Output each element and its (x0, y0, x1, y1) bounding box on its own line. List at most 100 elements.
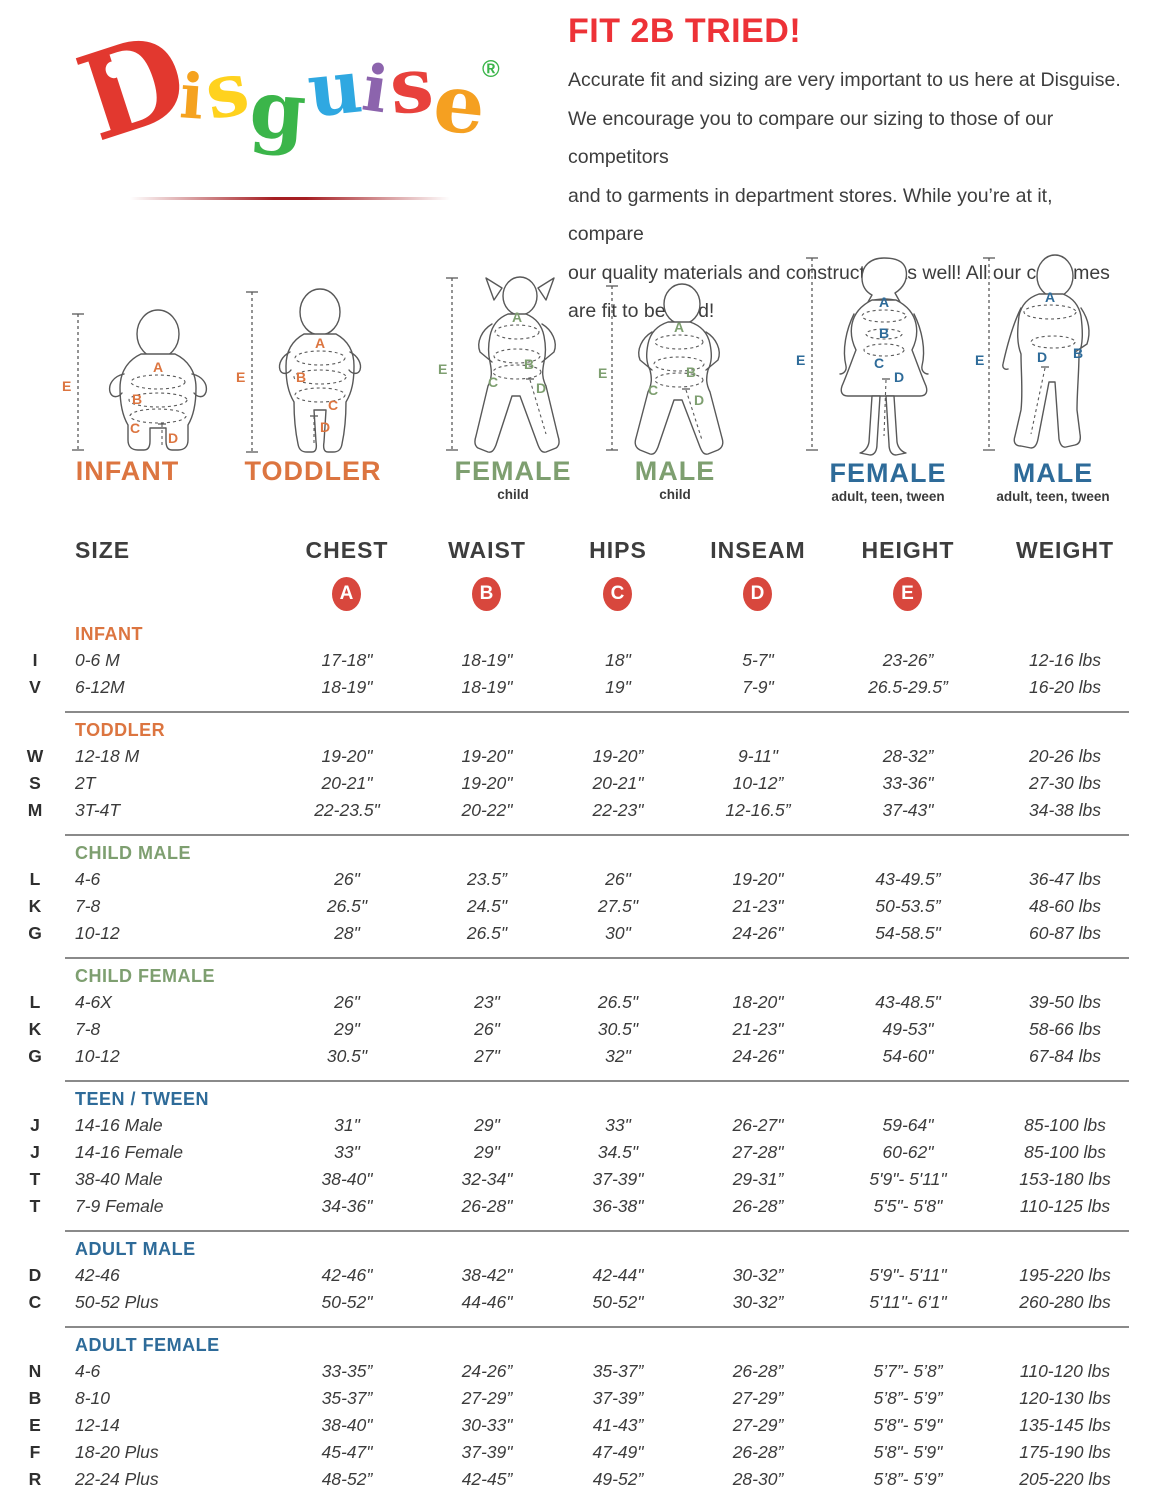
cell-height: 54-60" (882, 1046, 934, 1066)
svg-text:B: B (132, 391, 142, 407)
svg-text:D: D (1037, 349, 1047, 365)
figure-sublabel: adult, teen, tween (996, 489, 1110, 504)
cell-waist: 18-19" (461, 650, 513, 670)
table-row: V 6-12M 18-19" 18-19" 19" 7-9" 26.5-29.5” 16-20… (0, 674, 1159, 701)
cell-code: L (29, 992, 41, 1012)
cell-waist: 23.5” (467, 869, 507, 889)
cell-waist: 37-39" (461, 1442, 513, 1462)
cell-weight: 85-100 lbs (1024, 1115, 1106, 1135)
cell-hips: 20-21" (592, 773, 644, 793)
cell-height: 23-26” (882, 650, 934, 670)
logo-letter: g (246, 61, 309, 159)
cell-hips: 18" (605, 650, 631, 670)
cell-code: T (29, 1169, 41, 1189)
cell-waist: 32-34" (461, 1169, 513, 1189)
figure-toddler: E A B C D (236, 282, 386, 460)
table-row: R 22-24 Plus 48-52” 42-45” 49-52” 28-30” 5’8”-… (0, 1466, 1159, 1493)
svg-text:D: D (320, 419, 330, 435)
cell-chest: 38-40" (321, 1169, 373, 1189)
cell-height: 60-62" (882, 1142, 934, 1162)
cell-code: K (28, 1019, 42, 1039)
cell-inseam: 26-27" (732, 1115, 784, 1135)
cell-hips: 30" (605, 923, 631, 943)
section-heading: INFANT (75, 624, 143, 644)
cell-waist: 23" (474, 992, 500, 1012)
cell-inseam: 30-32” (732, 1292, 784, 1312)
column-header-size: SIZE (75, 537, 131, 563)
cell-hips: 22-23" (592, 800, 644, 820)
table-row: T 7-9 Female 34-36" 26-28" 36-38" 26-28” 5'5"-… (0, 1193, 1159, 1220)
size-chart-table: SIZE CHEST WAIST HIPS INSEAM HEIGHT WEIG… (0, 537, 1159, 1503)
cell-weight: 195-220 lbs (1019, 1265, 1111, 1285)
table-row: M 3T-4T 22-23.5" 20-22" 22-23" 12-16.5” 37-43"… (0, 797, 1159, 824)
cell-inseam: 21-23" (732, 1019, 784, 1039)
column-header-hips: HIPS (589, 537, 647, 563)
column-header-weight: WEIGHT (1016, 537, 1114, 563)
figure-label: MALE (1012, 458, 1094, 488)
figure-sublabel: adult, teen, tween (831, 489, 945, 504)
cell-weight: 67-84 lbs (1029, 1046, 1101, 1066)
figure-caption-male-child: MALE child (600, 456, 750, 502)
cell-waist: 26" (474, 1019, 500, 1039)
svg-text:A: A (315, 335, 325, 351)
cell-height: 5'9"- 5'11" (869, 1169, 947, 1189)
cell-waist: 27-29” (461, 1388, 513, 1408)
cell-size: 3T-4T (75, 800, 121, 820)
cell-waist: 20-22" (461, 800, 513, 820)
cell-chest: 42-46" (321, 1265, 373, 1285)
logo-letter: e (429, 54, 491, 154)
cell-size: 8-10 (75, 1388, 111, 1408)
cell-waist: 29" (474, 1115, 500, 1135)
cell-hips: 37-39” (592, 1388, 644, 1408)
svg-text:E: E (62, 378, 71, 394)
table-header-row: SIZE CHEST WAIST HIPS INSEAM HEIGHT WEIG… (0, 537, 1159, 577)
column-header-height: HEIGHT (861, 537, 955, 563)
svg-text:A: A (879, 294, 889, 310)
cell-hips: 37-39" (592, 1169, 644, 1189)
page-title: FIT 2B TRIED! (568, 12, 802, 50)
cell-code: G (28, 923, 42, 943)
section-heading: ADULT MALE (75, 1239, 196, 1259)
cell-waist: 18-19" (461, 677, 513, 697)
cell-chest: 26" (334, 869, 360, 889)
badge-c-icon: C (603, 577, 632, 611)
cell-weight: 85-100 lbs (1024, 1142, 1106, 1162)
measure-badges-row: A B C D E (0, 577, 1159, 617)
figure-female-child: E A B C D (438, 268, 588, 458)
cell-chest: 29" (334, 1019, 360, 1039)
cell-height: 5'9"- 5'11" (869, 1265, 947, 1285)
toddler-silhouette-icon: E A B C D (236, 288, 362, 453)
cell-height: 5'8"- 5'9" (873, 1442, 943, 1462)
cell-size: 4-6X (75, 992, 112, 1012)
svg-text:D: D (894, 369, 904, 385)
cell-size: 2T (75, 773, 96, 793)
svg-text:E: E (598, 365, 607, 381)
cell-size: 22-24 Plus (75, 1469, 159, 1489)
cell-hips: 33" (605, 1115, 631, 1135)
cell-code: B (28, 1388, 42, 1408)
cell-waist: 19-20" (461, 746, 513, 766)
cell-code: K (28, 896, 42, 916)
cell-height: 50-53.5” (875, 896, 941, 916)
section-divider (65, 711, 1129, 713)
cell-chest: 34-36" (321, 1196, 373, 1216)
cell-weight: 110-120 lbs (1019, 1361, 1111, 1381)
cell-chest: 48-52” (321, 1469, 373, 1489)
cell-height: 5'5"- 5'8" (873, 1196, 943, 1216)
cell-weight: 135-145 lbs (1019, 1415, 1111, 1435)
figure-sublabel: child (497, 487, 529, 502)
cell-weight: 260-280 lbs (1019, 1292, 1111, 1312)
cell-height: 26.5-29.5” (868, 677, 948, 697)
cell-height: 59-64" (882, 1115, 934, 1135)
cell-waist: 38-42" (461, 1265, 513, 1285)
column-header-waist: WAIST (448, 537, 526, 563)
cell-waist: 26.5" (466, 923, 508, 943)
cell-code: V (29, 677, 41, 697)
cell-weight: 110-125 lbs (1019, 1196, 1111, 1216)
cell-size: 7-8 (75, 896, 101, 916)
figure-male-adult: E A B D (975, 250, 1120, 460)
figure-caption-male-adult: MALE adult, teen, tween (978, 458, 1128, 504)
cell-code: C (28, 1292, 42, 1312)
